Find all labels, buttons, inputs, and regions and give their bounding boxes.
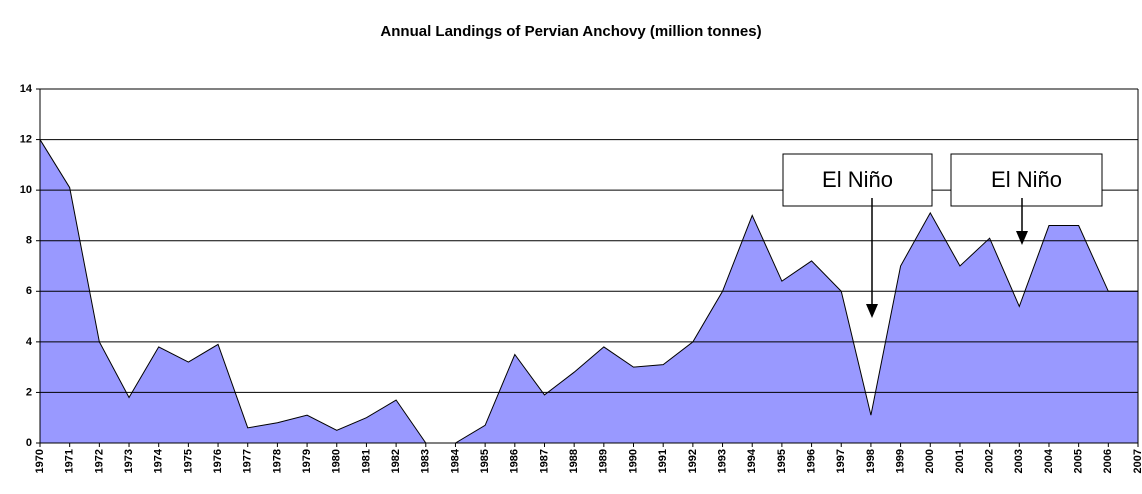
x-tick-label: 1973 [123,449,135,473]
x-tick-label: 1997 [835,449,847,473]
y-tick-label: 12 [20,133,32,145]
x-tick-label: 1976 [212,449,224,473]
x-tick-label: 1975 [182,449,194,473]
x-tick-label: 1979 [301,449,313,473]
x-tick-label: 1977 [242,449,254,473]
x-tick-label: 2007 [1132,449,1142,473]
x-tick-label: 1994 [746,448,758,473]
annotation-arrowhead [1016,231,1028,245]
x-tick-label: 1999 [895,449,907,473]
x-tick-label: 1986 [509,449,521,473]
x-tick-label: 1981 [360,449,372,473]
x-tick-label: 1982 [390,449,402,473]
x-tick-label: 1991 [657,449,669,473]
x-tick-label: 2004 [1043,448,1055,473]
y-tick-label: 10 [20,184,32,196]
x-tick-label: 2000 [924,449,936,473]
annotation-text: El Niño [822,167,893,192]
x-tick-label: 2006 [1102,449,1114,473]
x-tick-label: 1990 [627,449,639,473]
x-tick-label: 1980 [331,449,343,473]
x-tick-label: 1992 [687,449,699,473]
annotation-box [950,153,1103,207]
x-tick-label: 1970 [34,449,46,473]
x-tick-label: 1996 [805,449,817,473]
y-tick-label: 2 [26,386,32,398]
x-tick-label: 1995 [776,449,788,473]
x-tick-label: 2002 [984,449,996,473]
x-tick-label: 1987 [538,449,550,473]
x-tick-label: 1983 [420,449,432,473]
chart-title: Annual Landings of Pervian Anchovy (mill… [380,23,761,40]
x-tick-label: 1974 [153,448,165,473]
annotation-text: El Niño [991,167,1062,192]
y-tick-label: 14 [20,83,33,95]
annotation-box [782,153,933,207]
x-tick-label: 1972 [93,449,105,473]
y-tick-label: 4 [26,336,33,348]
x-tick-label: 1984 [449,448,461,473]
x-tick-label: 1993 [716,449,728,473]
annotation-arrowhead [866,304,878,318]
y-tick-label: 0 [26,437,32,449]
x-tick-label: 1998 [865,449,877,473]
x-tick-label: 2005 [1073,449,1085,473]
y-tick-label: 8 [26,235,32,247]
x-tick-label: 1985 [479,449,491,473]
x-tick-label: 1978 [271,449,283,473]
x-tick-label: 1988 [568,449,580,473]
x-tick-label: 1989 [598,449,610,473]
x-tick-label: 2003 [1013,449,1025,473]
y-tick-label: 6 [26,285,32,297]
x-tick-label: 1971 [64,449,76,473]
x-tick-label: 2001 [954,449,966,473]
